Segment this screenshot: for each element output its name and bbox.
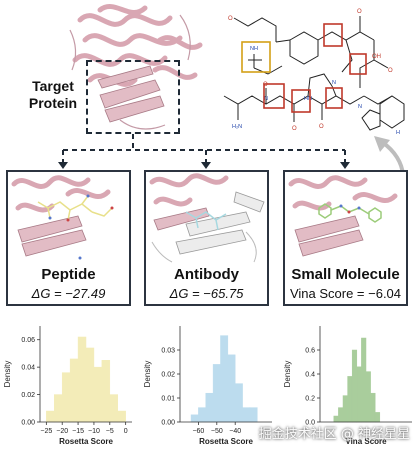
x-tick-label: −20 — [56, 428, 68, 435]
x-axis-label: Rosetta Score — [199, 437, 253, 446]
hist-bar — [356, 366, 362, 423]
antibody-score: ΔG = −65.75 — [146, 286, 267, 301]
svg-text:O: O — [319, 124, 324, 130]
small-molecule-score-prefix: Vina Score = — [289, 286, 369, 301]
y-axis-label: Density — [3, 361, 12, 388]
peptide-panel: Peptide ΔG = −27.49 — [6, 170, 131, 306]
hist-bar — [85, 347, 95, 423]
peptide-histogram: 0.00 0.02 0.04 0.06 −25 −20 −15 −10 −5 0 Rosetta S… — [3, 326, 132, 446]
peptide-complex-image — [11, 175, 114, 260]
hist-bar — [333, 415, 339, 423]
hist-bar — [351, 349, 358, 423]
target-protein-structure — [69, 4, 203, 130]
hist-bar — [342, 395, 348, 423]
hist-bar — [374, 412, 381, 423]
hist-bar — [361, 337, 367, 423]
hist-bar — [109, 394, 118, 423]
watermark: 掘金技术社区 @ 神经星星 — [258, 427, 410, 442]
hist-bar — [117, 410, 126, 423]
hist-bar — [365, 371, 371, 423]
svg-text:O: O — [263, 82, 268, 88]
y-tick-label: 0.6 — [305, 348, 315, 355]
binding-site-box — [86, 60, 180, 134]
x-tick-label: −10 — [88, 428, 100, 435]
x-tick-label: −40 — [229, 428, 241, 435]
hist-bar — [190, 414, 199, 423]
small-molecule-structure: O O OH O O O O NH H₂N N N HN N H — [223, 9, 405, 136]
y-tick-label: 0.06 — [21, 337, 35, 344]
y-tick-label: 0.0 — [305, 420, 315, 427]
x-tick-label: −5 — [106, 428, 114, 435]
hist-bar — [249, 407, 258, 423]
svg-text:O: O — [292, 126, 297, 132]
svg-text:HN: HN — [304, 96, 312, 102]
svg-text:H: H — [396, 130, 400, 136]
hist-bar — [370, 392, 376, 423]
y-tick-label: 0.03 — [161, 348, 175, 355]
y-axis-label: Density — [283, 361, 292, 388]
peptide-score-value: −27.49 — [65, 286, 106, 301]
y-tick-label: 0.02 — [21, 392, 35, 399]
y-tick-label: 0.4 — [305, 372, 315, 379]
x-axis-label: Rosetta Score — [59, 437, 113, 446]
small-molecule-histogram: 0.0 0.2 0.4 0.6 Vina Score Density — [283, 326, 412, 446]
antibody-histogram: 0.00 0.01 0.02 0.03 −60 −50 −40 Rosetta Score De… — [143, 326, 272, 446]
antibody-score-value: −65.75 — [203, 286, 244, 301]
hist-bar — [338, 407, 344, 423]
y-tick-label: 0.02 — [161, 372, 175, 379]
x-tick-label: −60 — [192, 428, 204, 435]
x-axis-label: Vina Score — [345, 437, 387, 446]
dashed-connectors — [58, 134, 350, 169]
y-axis-label: Density — [143, 361, 152, 388]
hist-bar — [54, 394, 63, 423]
hist-bar — [69, 358, 79, 423]
y-tick-label: 0.00 — [21, 420, 35, 427]
small-molecule-score: Vina Score = −6.04 — [285, 286, 406, 301]
hist-bar — [242, 407, 251, 423]
peptide-score-prefix: ΔG = — [31, 286, 66, 301]
peptide-score: ΔG = −27.49 — [8, 286, 129, 301]
hist-bar — [46, 410, 55, 423]
svg-text:N: N — [358, 104, 362, 110]
hist-bar — [234, 383, 243, 423]
x-tick-label: 0 — [124, 428, 128, 435]
target-label-line2: Protein — [28, 95, 78, 111]
y-tick-label: 0.2 — [305, 396, 315, 403]
hist-bar — [93, 366, 103, 423]
svg-text:H₂N: H₂N — [232, 124, 242, 130]
svg-text:O: O — [357, 9, 362, 15]
y-tick-label: 0.04 — [21, 365, 35, 372]
target-protein-label: Target Protein — [22, 78, 84, 112]
small-molecule-panel: Small Molecule Vina Score = −6.04 — [283, 170, 408, 306]
y-tick-label: 0.00 — [161, 420, 175, 427]
hist-bar — [77, 336, 87, 423]
x-tick-label: −15 — [72, 428, 84, 435]
antibody-complex-image — [149, 173, 265, 263]
svg-text:OH: OH — [372, 54, 381, 60]
svg-text:N: N — [332, 80, 336, 86]
small-molecule-complex-image — [288, 175, 398, 257]
svg-text:NH: NH — [250, 46, 258, 52]
antibody-score-prefix: ΔG = — [169, 286, 204, 301]
svg-text:O: O — [388, 68, 393, 74]
hist-bar — [61, 372, 71, 423]
small-molecule-score-value: −6.04 — [368, 286, 402, 301]
hist-bar — [101, 360, 111, 423]
hist-bar — [227, 354, 236, 423]
hist-bar — [212, 364, 221, 423]
svg-text:O: O — [228, 16, 233, 22]
antibody-panel: Antibody ΔG = −65.75 — [144, 170, 269, 306]
antibody-title: Antibody — [174, 266, 239, 283]
hist-bar — [347, 376, 353, 423]
x-tick-label: −50 — [211, 428, 223, 435]
target-label-line1: Target — [32, 78, 74, 94]
svg-text:N: N — [264, 96, 268, 102]
y-tick-label: 0.01 — [161, 396, 175, 403]
x-tick-label: −25 — [40, 428, 52, 435]
small-molecule-title: Small Molecule — [291, 266, 400, 283]
hist-bar — [198, 407, 207, 423]
hist-bar — [205, 392, 214, 423]
hist-bar — [220, 335, 229, 423]
peptide-title: Peptide — [41, 266, 96, 283]
